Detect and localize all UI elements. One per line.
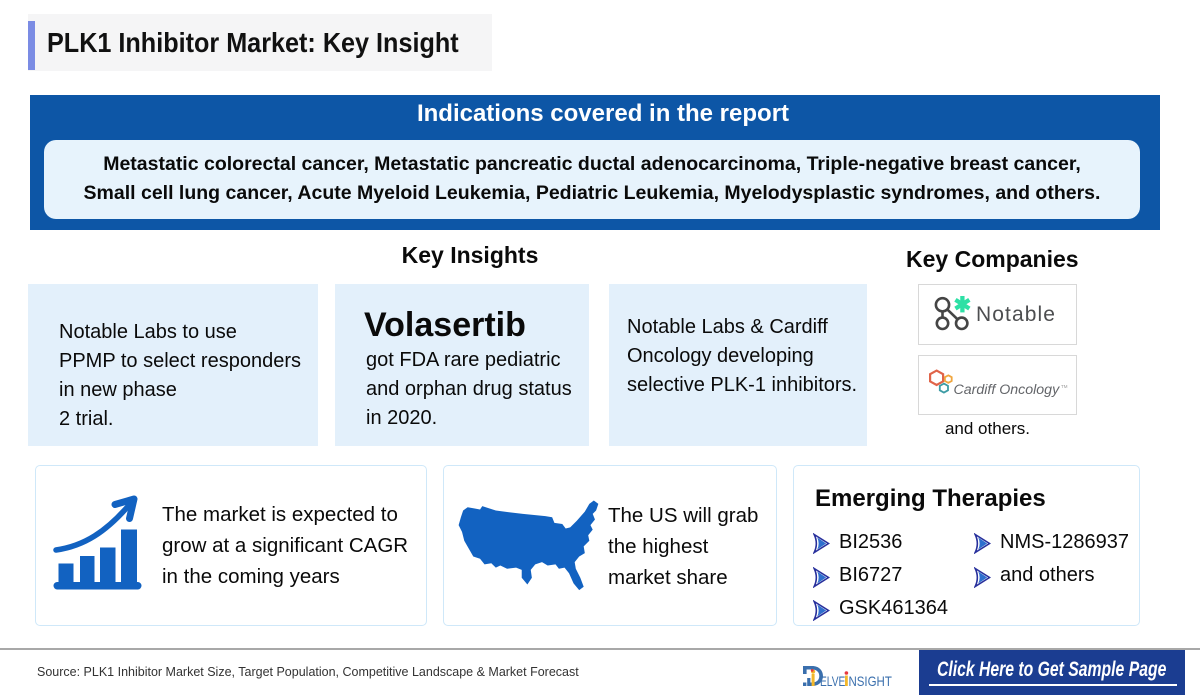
svg-text:TM: TM (1061, 384, 1068, 389)
svg-text:NSIGHT: NSIGHT (849, 673, 893, 689)
svg-text:Cardiff Oncology: Cardiff Oncology (954, 382, 1061, 398)
svg-text:Notable: Notable (976, 303, 1056, 326)
svg-text:ELVE: ELVE (820, 673, 845, 689)
